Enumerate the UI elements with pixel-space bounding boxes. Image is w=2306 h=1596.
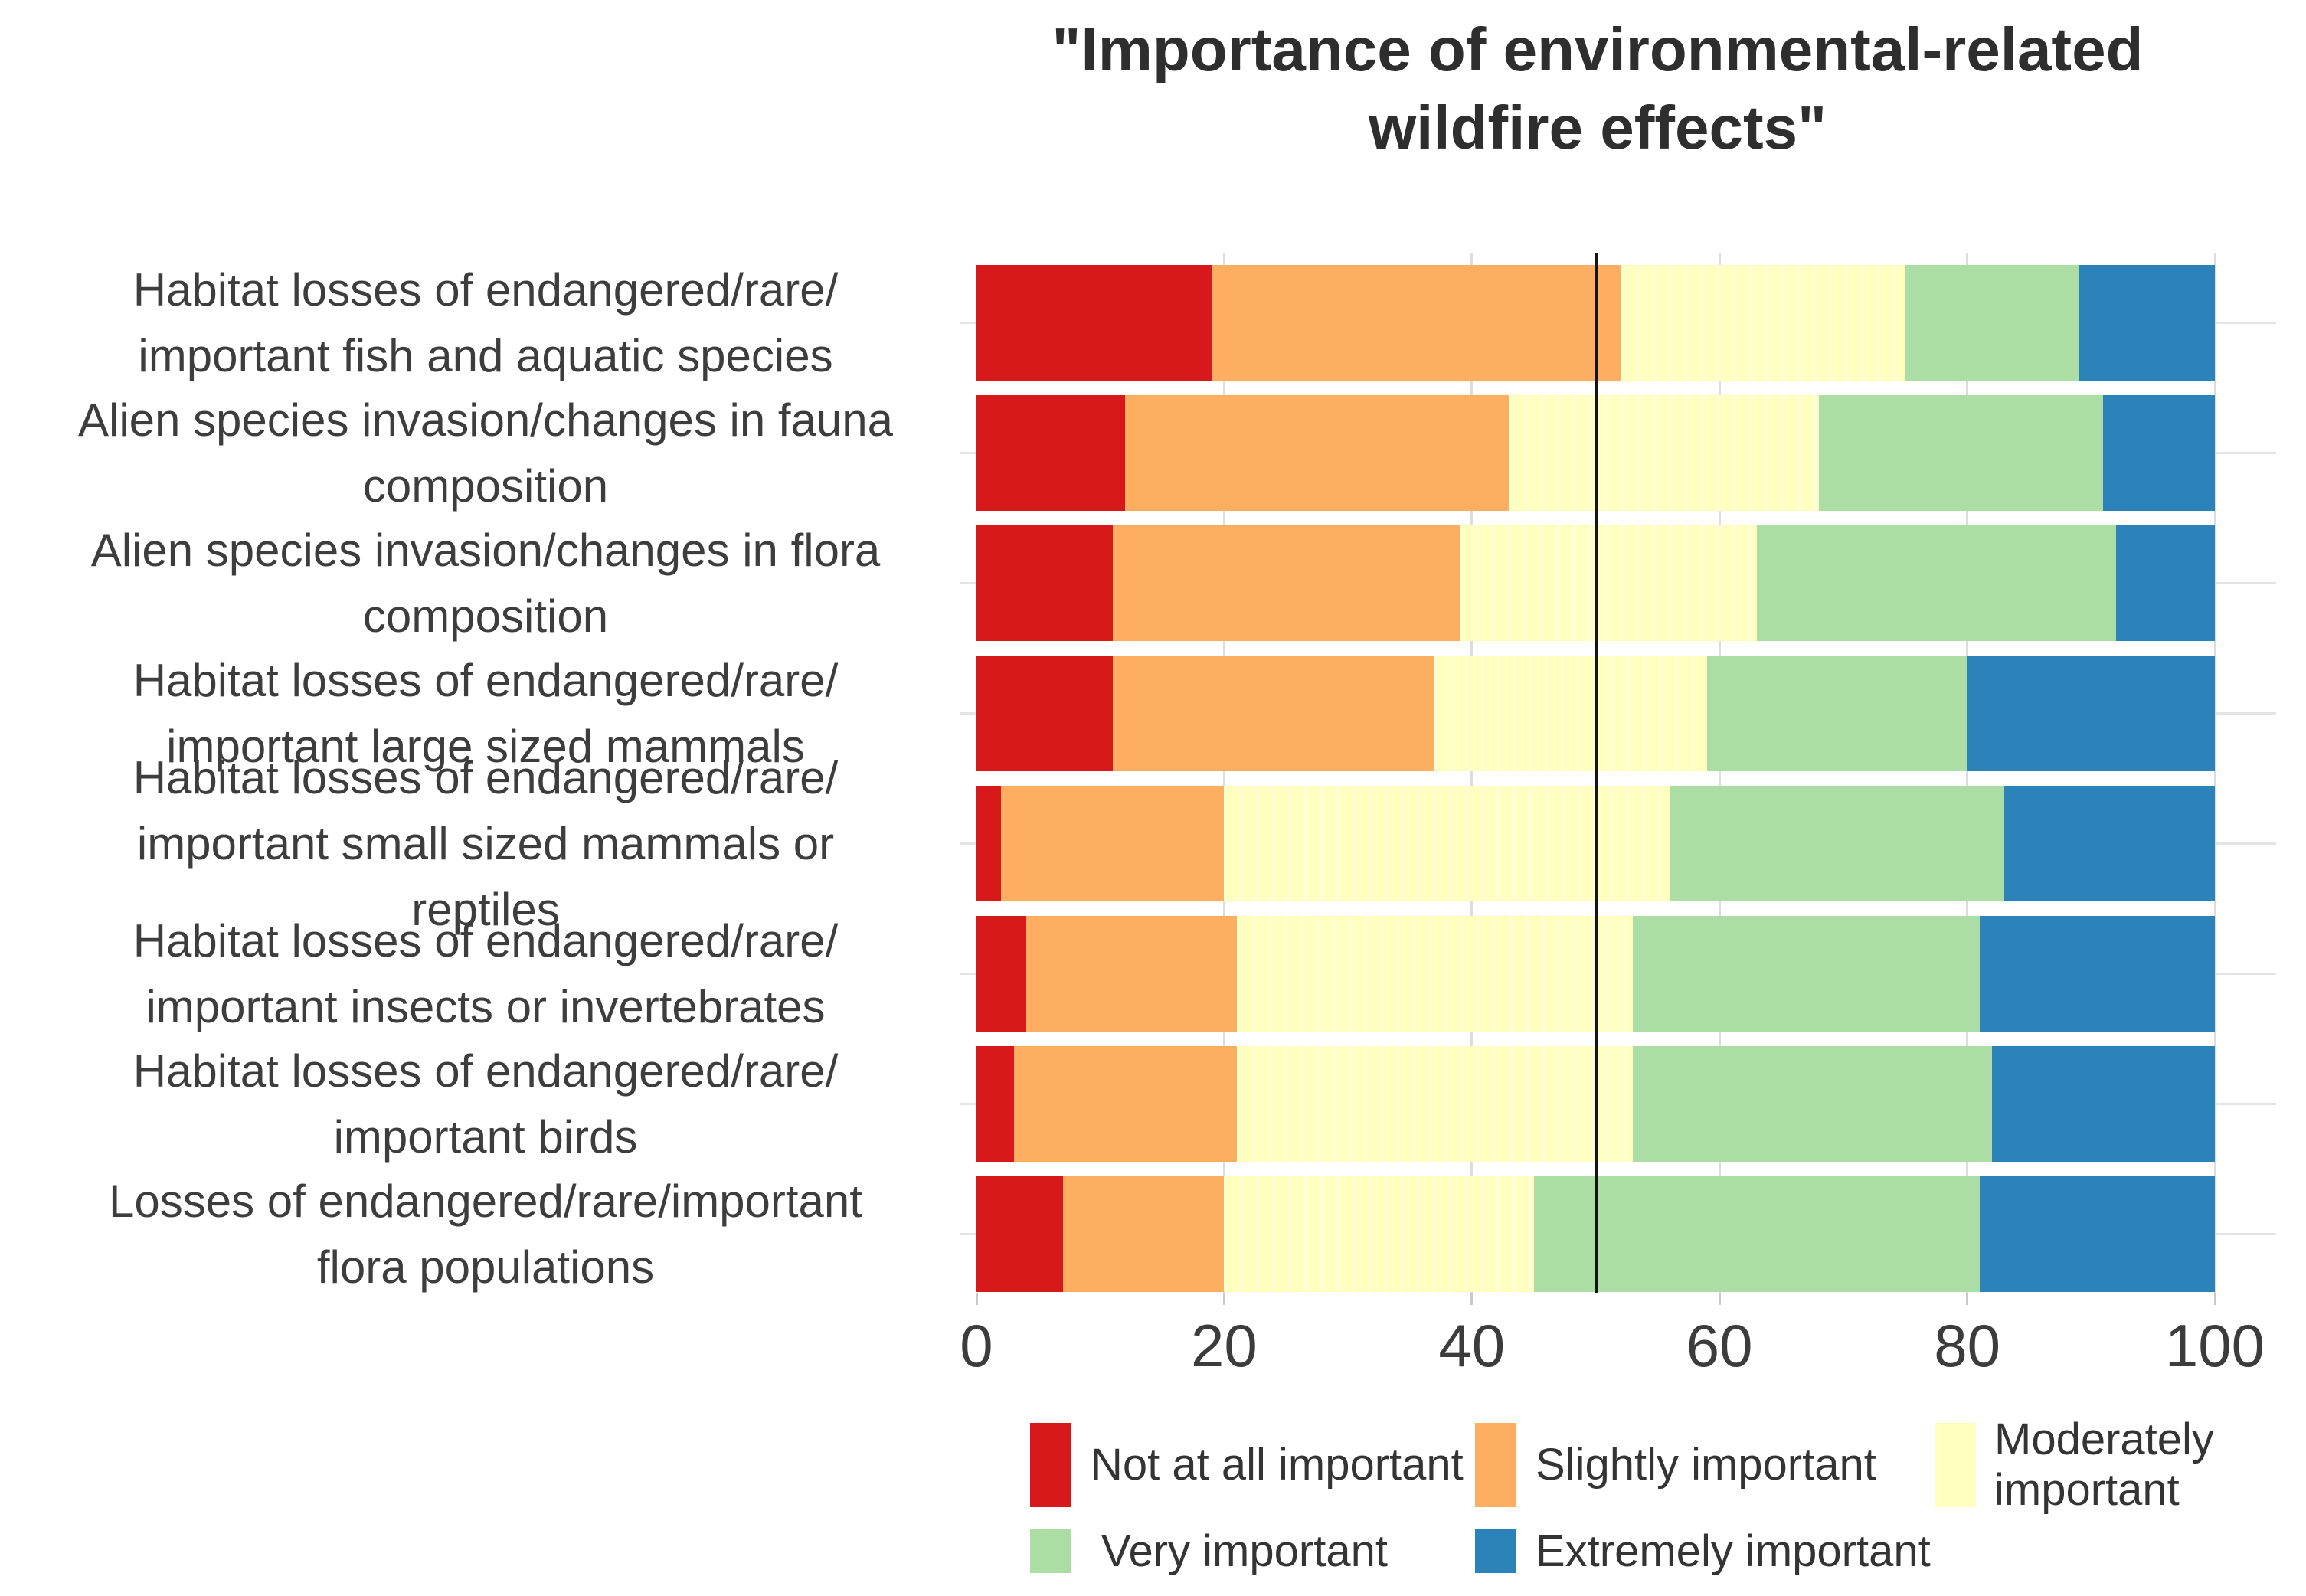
category-label: Habitat losses of endangered/rare/ impor… [132, 751, 839, 935]
x-tick [1222, 1293, 1225, 1305]
bar-segment [1013, 1046, 1237, 1162]
bar-segment [1633, 1046, 1992, 1162]
bar-segment [976, 265, 1212, 381]
bar-segment [1112, 525, 1460, 641]
bar-segment [976, 1046, 1014, 1162]
bar-segment [976, 786, 1002, 901]
category-label: Alien species invasion/changes in flora … [90, 524, 881, 642]
x-tick [975, 1293, 978, 1305]
bar-segment [1818, 395, 2104, 511]
bar-segment [976, 656, 1113, 771]
bar-row [976, 265, 2215, 381]
x-tick-label: 100 [2164, 1312, 2265, 1379]
legend-label-slightly-important: Slightly important [1536, 1440, 1876, 1490]
reference-line [1594, 253, 1598, 1293]
category-label: Habitat losses of endangered/rare/ impor… [132, 654, 839, 772]
bar-segment [1224, 1176, 1534, 1292]
v-gridline [1470, 253, 1474, 1293]
legend-swatch-not-at-all-important [1030, 1423, 1071, 1507]
chart-title: "Importance of environmental-related wil… [1052, 15, 2144, 162]
bar-segment [2079, 265, 2215, 381]
bar-segment [1236, 1046, 1633, 1162]
legend-swatch-slightly-important [1475, 1423, 1516, 1507]
bar-segment [1025, 916, 1237, 1032]
bar-segment [1979, 916, 2215, 1032]
v-gridline [1966, 253, 1969, 1293]
x-tick [2213, 1293, 2216, 1305]
x-tick-label: 80 [1934, 1312, 2000, 1379]
bar-row [976, 525, 2215, 641]
bar-segment [1905, 265, 2079, 381]
x-tick [1966, 1293, 1969, 1305]
bar-segment [1633, 916, 1980, 1032]
bar-segment [976, 395, 1126, 511]
x-tick [1718, 1293, 1721, 1305]
legend-swatch-extremely-important [1475, 1529, 1516, 1573]
bar-segment [1979, 1176, 2215, 1292]
v-gridline [2213, 253, 2216, 1293]
bar-segment [1533, 1176, 1980, 1292]
legend-label-extremely-important: Extremely important [1536, 1526, 1931, 1576]
x-tick-label: 20 [1191, 1312, 1258, 1379]
category-label: Habitat losses of endangered/rare/ impor… [132, 914, 839, 1032]
bar-segment [1236, 916, 1633, 1032]
bar-segment [1707, 656, 1967, 771]
x-tick-label: 40 [1438, 1312, 1506, 1379]
bar-segment [1991, 1046, 2215, 1162]
x-tick [1470, 1293, 1474, 1305]
legend-label-moderately-important: Moderately important [1994, 1414, 2214, 1515]
category-label: Losses of endangered/rare/important flor… [109, 1175, 862, 1293]
legend-label-very-important: Very important [1101, 1526, 1388, 1576]
category-label: Alien species invasion/changes in fauna … [77, 394, 894, 512]
bar-segment [1125, 395, 1510, 511]
x-tick-label: 0 [960, 1312, 993, 1379]
bar-row [976, 1176, 2215, 1292]
bar-row [976, 916, 2215, 1032]
bar-segment [976, 916, 1026, 1032]
category-label: Habitat losses of endangered/rare/ impor… [132, 263, 839, 381]
bar-segment [1967, 656, 2215, 771]
bar-segment [1063, 1176, 1225, 1292]
bar-segment [976, 1176, 1064, 1292]
bar-segment [1112, 656, 1435, 771]
bar-segment [1670, 786, 2005, 901]
category-label: Habitat losses of endangered/rare/ impor… [132, 1045, 839, 1163]
bar-segment [1459, 525, 1757, 641]
bar-segment [2115, 525, 2215, 641]
legend-label-not-at-all-important: Not at all important [1091, 1440, 1464, 1490]
bar-row [976, 1046, 2215, 1162]
v-gridline [1718, 253, 1721, 1293]
bar-segment [1212, 265, 1621, 381]
bar-segment [1756, 525, 2116, 641]
bar-segment [1224, 786, 1670, 901]
legend-swatch-very-important [1030, 1529, 1071, 1573]
bar-row [976, 656, 2215, 771]
bar-segment [2004, 786, 2215, 901]
bar-segment [1620, 265, 1905, 381]
x-tick-label: 60 [1686, 1312, 1753, 1379]
v-gridline [1222, 253, 1225, 1293]
bar-segment [976, 525, 1113, 641]
bar-segment [1434, 656, 1708, 771]
plot-panel [960, 253, 2276, 1293]
bar-segment [2103, 395, 2215, 511]
bar-row [976, 395, 2215, 511]
bar-segment [1001, 786, 1225, 901]
legend-swatch-moderately-important [1935, 1423, 1976, 1507]
bar-segment [1509, 395, 1819, 511]
